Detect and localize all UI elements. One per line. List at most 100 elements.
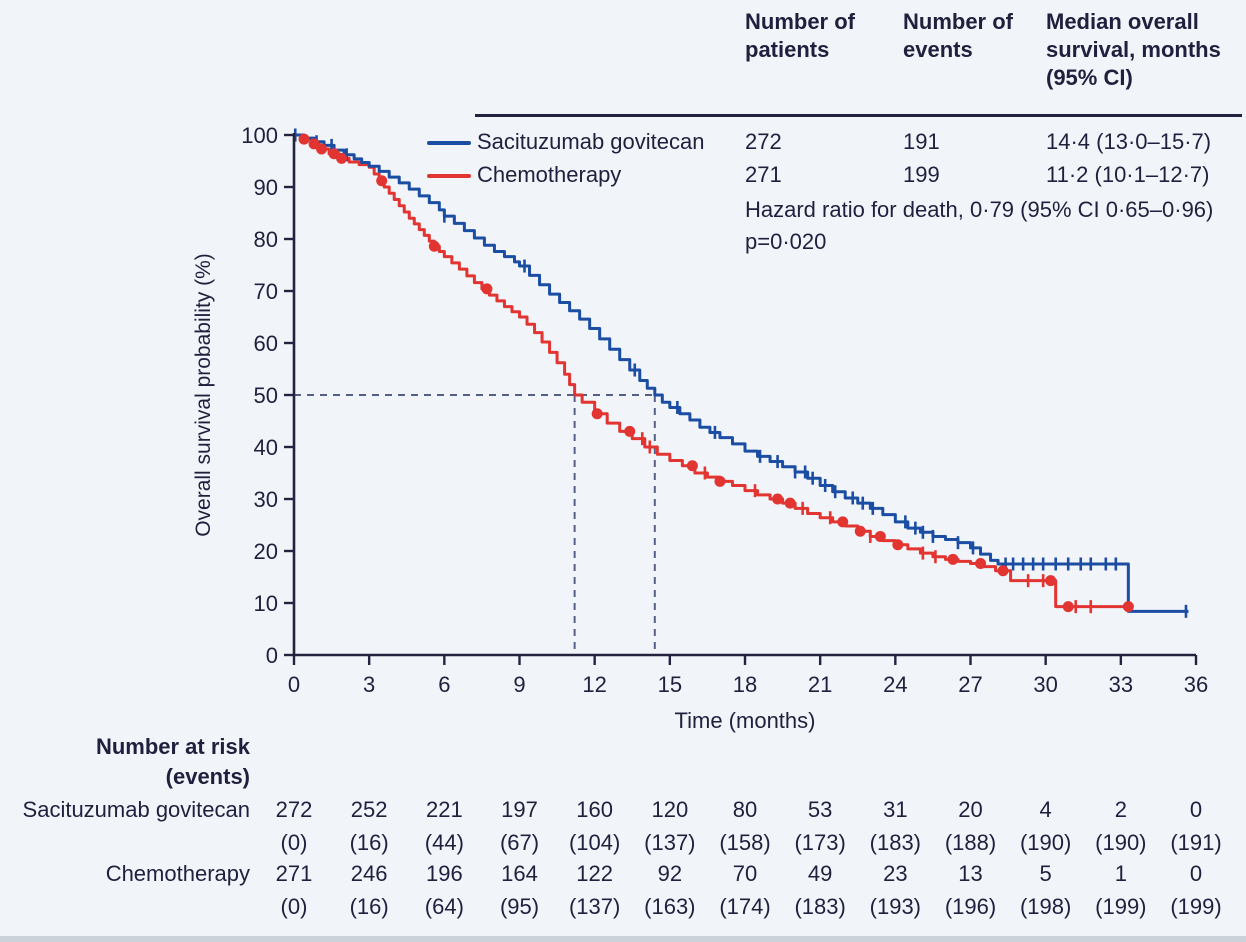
risk-value: 164	[501, 861, 538, 886]
risk-value: 31	[883, 797, 908, 822]
chemo-patients-value: 271	[745, 162, 782, 187]
risk-events-value: (158)	[719, 830, 771, 855]
censor-dot	[975, 557, 987, 569]
y-tick-label: 20	[254, 539, 278, 564]
x-tick-label: 3	[363, 672, 375, 697]
risk-events-value: (104)	[568, 830, 621, 855]
censor-dot	[997, 565, 1009, 577]
y-tick-label: 50	[254, 383, 278, 408]
legend-line-chemotherapy	[427, 174, 471, 178]
censor-dot	[854, 525, 866, 537]
risk-events-value: (137)	[568, 894, 621, 919]
y-tick-label: 80	[254, 227, 278, 252]
y-tick-label: 30	[254, 487, 278, 512]
risk-row-label-sacituzumab: Sacituzumab govitecan	[22, 797, 250, 822]
risk-value: 80	[732, 797, 758, 822]
risk-value: 160	[576, 797, 614, 822]
risk-events-value: (193)	[869, 894, 921, 919]
risk-value: 197	[501, 797, 538, 822]
censor-dot	[376, 175, 388, 187]
x-tick-label: 36	[1184, 672, 1208, 697]
censor-dot	[1122, 601, 1134, 613]
y-tick-label: 100	[241, 123, 278, 148]
y-tick-label: 90	[254, 175, 278, 200]
x-tick-label: 0	[288, 672, 300, 697]
risk-events-value: (44)	[424, 830, 464, 855]
risk-value: 5	[1039, 861, 1052, 886]
risk-table-title-line1: Number at risk	[95, 734, 250, 759]
risk-events-value: (16)	[349, 894, 389, 919]
risk-events-value: (199)	[1095, 894, 1147, 919]
risk-events-value: (137)	[644, 830, 696, 855]
y-axis-title: Overall survival probability (%)	[192, 253, 215, 537]
censor-dot	[1062, 601, 1074, 613]
legend-line-sacituzumab	[427, 141, 471, 145]
hazard-ratio-note: Hazard ratio for death, 0·79 (95% CI 0·6…	[745, 197, 1214, 222]
risk-events-value: (67)	[499, 830, 540, 855]
censor-dot	[316, 143, 328, 155]
risk-events-value: (174)	[719, 894, 771, 919]
risk-value: 0	[1189, 861, 1203, 886]
risk-events-value: (190)	[1095, 830, 1147, 855]
y-tick-label: 40	[254, 435, 278, 460]
censor-dot	[874, 530, 886, 542]
risk-events-value: (173)	[794, 830, 846, 855]
sacituzumab-govitecan-curve	[294, 133, 1189, 613]
summary-header-events: Number of events	[903, 9, 1013, 62]
summary-header-median: Median overall survival, months (95% CI)	[1046, 9, 1221, 90]
risk-value: 70	[732, 861, 758, 886]
censor-dot	[1045, 575, 1057, 587]
risk-value: 221	[425, 797, 463, 822]
sg-median-value: 14·4 (13·0–15·7)	[1046, 129, 1212, 154]
risk-events-value: (198)	[1019, 894, 1072, 919]
x-tick-label: 30	[1033, 672, 1057, 697]
censor-dot	[892, 539, 904, 551]
censor-dot	[837, 516, 849, 528]
risk-value: 272	[275, 797, 313, 822]
censor-dot	[481, 283, 493, 295]
risk-value: 1	[1114, 861, 1127, 886]
sg-patients-value: 272	[745, 129, 782, 154]
risk-events-value: (64)	[424, 894, 464, 919]
risk-value: 122	[576, 861, 614, 886]
censor-dot	[947, 553, 959, 565]
risk-value: 53	[807, 797, 833, 822]
x-tick-label: 6	[438, 672, 450, 697]
p-value: p=0·020	[745, 229, 827, 254]
risk-value: 196	[425, 861, 463, 886]
risk-events-value: (196)	[944, 894, 997, 919]
censor-dot	[298, 133, 310, 145]
legend-label-sacituzumab: Sacituzumab govitecan	[477, 129, 705, 154]
risk-events-value: (0)	[280, 894, 308, 919]
censor-dot	[714, 475, 726, 487]
x-axis-title: Time (months)	[675, 708, 816, 733]
x-tick-label: 9	[513, 672, 525, 697]
y-tick-label: 10	[254, 591, 278, 616]
risk-value: 4	[1039, 797, 1052, 822]
risk-value: 20	[958, 797, 983, 822]
risk-value: 120	[651, 797, 689, 822]
censor-dot	[428, 240, 440, 252]
chemo-median-value: 11·2 (10·1–12·7)	[1046, 162, 1210, 187]
censor-dot	[591, 408, 603, 420]
risk-value: 92	[657, 861, 683, 886]
sg-events-value: 191	[903, 129, 940, 154]
risk-events-value: (191)	[1170, 830, 1222, 855]
y-tick-label: 0	[266, 643, 278, 668]
risk-value: 13	[958, 861, 983, 886]
y-tick-label: 70	[254, 279, 278, 304]
x-tick-label: 24	[883, 672, 907, 697]
x-tick-label: 21	[808, 672, 832, 697]
x-tick-label: 12	[582, 672, 606, 697]
y-tick-label: 60	[254, 331, 278, 356]
risk-value: 252	[350, 797, 388, 822]
bottom-edge-strip	[0, 936, 1246, 942]
risk-row-label-chemotherapy: Chemotherapy	[105, 861, 250, 886]
risk-events-value: (183)	[794, 894, 846, 919]
x-tick-label: 33	[1109, 672, 1133, 697]
risk-events-value: (95)	[499, 894, 540, 919]
legend-label-chemotherapy: Chemotherapy	[477, 162, 622, 187]
risk-value: 271	[275, 861, 313, 886]
censor-dot	[784, 497, 796, 509]
